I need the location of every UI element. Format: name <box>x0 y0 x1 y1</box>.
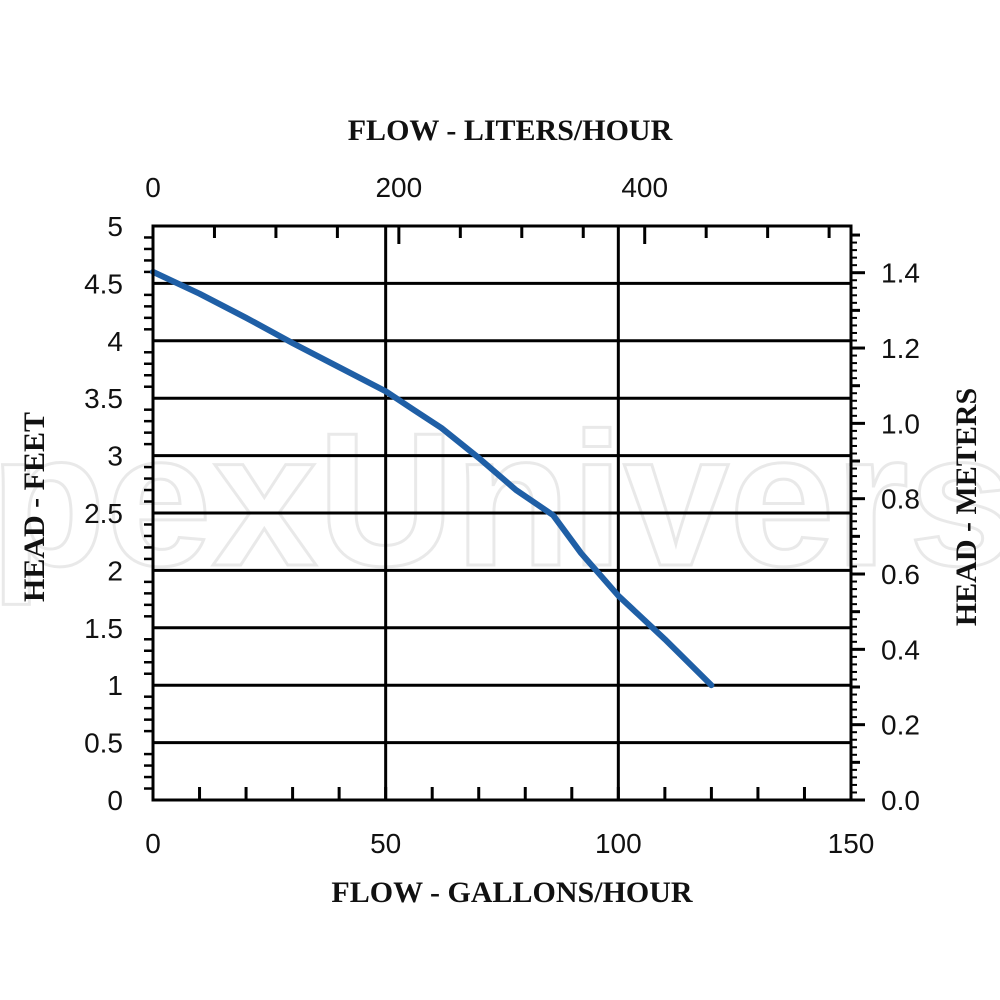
y-left-tick-label: 4 <box>107 326 123 357</box>
y-right-axis-title: HEAD - METERS <box>950 388 983 626</box>
y-left-axis-title: HEAD - FEET <box>18 412 51 602</box>
y-right-tick-label: 1.0 <box>881 408 920 439</box>
y-right-tick-label: 0.0 <box>881 785 920 816</box>
y-left-tick-label: 1 <box>107 670 123 701</box>
x-top-axis-title: FLOW - LITERS/HOUR <box>348 114 673 147</box>
grid-lines <box>151 224 853 802</box>
y-left-tick-label: 0 <box>107 785 123 816</box>
y-right-tick-label: 0.4 <box>881 634 920 665</box>
x-top-tick-label: 200 <box>375 172 422 203</box>
y-left-tick-label: 4.5 <box>84 268 123 299</box>
x-bottom-tick-label: 150 <box>828 828 875 859</box>
y-right-tick-label: 0.8 <box>881 484 920 515</box>
y-right-tick-label: 1.4 <box>881 258 920 289</box>
y-right-tick-label: 0.6 <box>881 559 920 590</box>
series-line <box>150 268 715 689</box>
x-top-tick-label: 0 <box>145 172 161 203</box>
y-right-tick-label: 0.2 <box>881 710 920 741</box>
y-left-tick-label: 2.5 <box>84 498 123 529</box>
x-bottom-tick-label: 0 <box>145 828 161 859</box>
y-left-tick-label: 1.5 <box>84 613 123 644</box>
x-bottom-tick-label: 50 <box>370 828 401 859</box>
y-left-tick-label: 2 <box>107 555 123 586</box>
x-bottom-tick-label: 100 <box>595 828 642 859</box>
y-right-tick-label: 1.2 <box>881 333 920 364</box>
y-left-tick-label: 3 <box>107 441 123 472</box>
y-left-tick-label: 0.5 <box>84 728 123 759</box>
plot-frame <box>151 224 853 802</box>
x-bottom-axis-title: FLOW - GALLONS/HOUR <box>331 876 692 909</box>
y-left-tick-label: 5 <box>107 211 123 242</box>
y-left-tick-label: 3.5 <box>84 383 123 414</box>
x-top-tick-label: 400 <box>621 172 668 203</box>
